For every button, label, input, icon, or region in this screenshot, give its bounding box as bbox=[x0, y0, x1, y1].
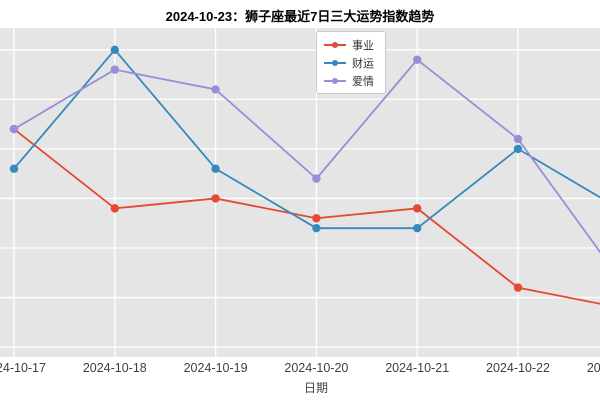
series-line-0 bbox=[13, 128, 600, 305]
data-point-series-1 bbox=[9, 164, 19, 173]
legend-label: 事业 bbox=[352, 39, 374, 52]
line-dot-marker-icon bbox=[324, 58, 346, 68]
data-point-series-2 bbox=[513, 134, 523, 144]
data-point-series-0 bbox=[513, 283, 523, 292]
x-tick-label: 2024-10-21 bbox=[385, 361, 450, 375]
legend: 事业 财运 爱情 bbox=[316, 31, 386, 94]
legend-item-2: 爱情 bbox=[324, 73, 374, 88]
line-dot-marker-icon bbox=[324, 40, 346, 50]
legend-item-0: 事业 bbox=[324, 37, 374, 52]
data-point-series-2 bbox=[211, 85, 220, 94]
x-tick-label: 2024-10-22 bbox=[486, 361, 550, 375]
x-axis-label: 日期 bbox=[303, 381, 328, 395]
data-point-series-0 bbox=[312, 214, 321, 223]
series-line-2 bbox=[13, 58, 600, 254]
data-point-series-1 bbox=[110, 45, 120, 55]
data-point-series-2 bbox=[110, 65, 120, 74]
legend-label: 爱情 bbox=[352, 75, 374, 88]
line-dot-marker-icon bbox=[324, 76, 346, 86]
x-tick-label: 2024-10-23 bbox=[586, 361, 600, 375]
legend-label: 财运 bbox=[352, 57, 374, 70]
data-point-series-1 bbox=[312, 223, 321, 233]
data-point-series-2 bbox=[413, 55, 422, 64]
x-tick-label: 2024-10-19 bbox=[183, 361, 248, 375]
plot-area bbox=[0, 28, 600, 357]
legend-item-1: 财运 bbox=[324, 55, 374, 70]
legend-dot bbox=[332, 59, 338, 66]
data-point-series-2 bbox=[312, 174, 321, 183]
chart-canvas bbox=[0, 28, 600, 357]
data-point-series-0 bbox=[110, 204, 120, 213]
x-tick-label: 2024-10-20 bbox=[284, 361, 349, 375]
x-tick-label: 2024-10-18 bbox=[82, 361, 147, 375]
legend-dot bbox=[332, 41, 338, 48]
data-point-series-1 bbox=[211, 164, 220, 173]
x-tick-label: 2024-10-17 bbox=[0, 361, 46, 375]
data-point-series-0 bbox=[413, 204, 422, 213]
data-point-series-2 bbox=[9, 124, 19, 134]
chart-title: 2024-10-23：狮子座最近7日三大运势指数趋势 bbox=[165, 9, 435, 24]
data-point-series-1 bbox=[513, 144, 523, 154]
data-point-series-0 bbox=[211, 194, 220, 203]
data-point-series-1 bbox=[413, 223, 422, 233]
legend-dot bbox=[332, 77, 338, 84]
